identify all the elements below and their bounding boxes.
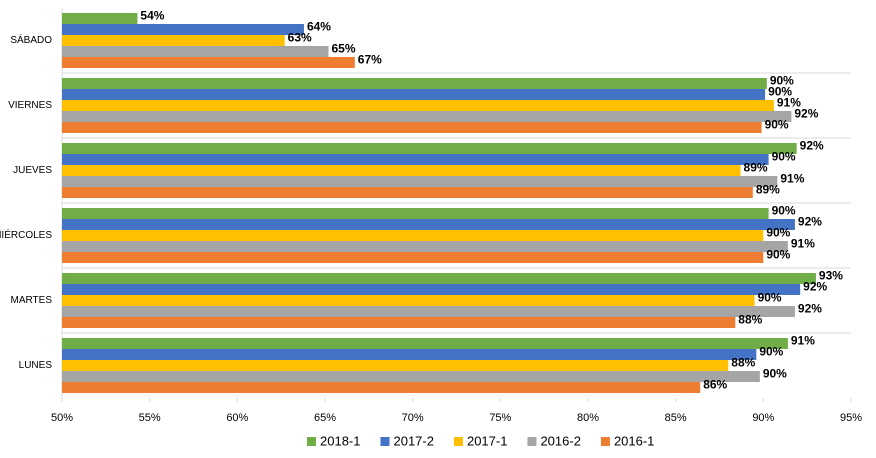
data-label: 63% <box>288 31 312 45</box>
data-label: 91% <box>780 172 804 186</box>
data-label: 67% <box>358 53 382 67</box>
bar <box>62 371 760 382</box>
data-label: 90% <box>768 85 792 99</box>
bar <box>62 187 753 198</box>
bar <box>62 295 755 306</box>
bar <box>62 273 816 284</box>
data-label: 64% <box>307 20 331 34</box>
legend-swatch <box>307 437 316 446</box>
data-label: 90% <box>770 74 794 88</box>
bar <box>62 143 797 154</box>
bar <box>62 306 795 317</box>
x-tick-label: 90% <box>752 412 774 424</box>
bar <box>62 338 788 349</box>
legend-label: 2016-2 <box>540 433 580 448</box>
bar <box>62 35 285 46</box>
x-tick-label: 55% <box>139 412 161 424</box>
x-tick-label: 75% <box>489 412 511 424</box>
data-label: 90% <box>763 367 787 381</box>
data-label: 90% <box>765 118 789 132</box>
bar <box>62 382 701 393</box>
bar <box>62 219 795 230</box>
bar <box>62 176 778 187</box>
x-tick-label: 85% <box>665 412 687 424</box>
bar <box>62 100 774 111</box>
bar <box>62 111 792 122</box>
category-label: JUEVES <box>13 165 52 176</box>
data-label: 93% <box>819 269 843 283</box>
bar <box>62 89 766 100</box>
category-label: SÁBADO <box>10 33 52 46</box>
bar <box>62 46 329 57</box>
bar <box>62 57 355 68</box>
category-label: VIERNES <box>8 100 52 111</box>
bar <box>62 317 736 328</box>
bar <box>62 122 762 133</box>
bar <box>62 208 769 219</box>
category-label: MIÉRCOLES <box>0 228 52 241</box>
data-label: 89% <box>756 183 780 197</box>
data-label: 90% <box>766 248 790 262</box>
bar <box>62 349 757 360</box>
data-label: 90% <box>772 204 796 218</box>
x-tick-label: 95% <box>840 412 862 424</box>
data-label: 92% <box>794 107 818 121</box>
bar <box>62 230 764 241</box>
legend-label: 2017-2 <box>393 433 433 448</box>
x-tick-label: 50% <box>51 412 73 424</box>
data-label: 90% <box>758 291 782 305</box>
legend-label: 2016-1 <box>614 433 654 448</box>
legend-swatch <box>380 437 390 446</box>
legend-swatch <box>453 437 463 446</box>
data-label: 92% <box>803 280 827 294</box>
category-label: MARTES <box>11 295 53 306</box>
x-tick-label: 80% <box>577 412 599 424</box>
bar <box>62 360 729 371</box>
data-label: 88% <box>738 313 762 327</box>
bar <box>62 78 767 89</box>
bar <box>62 165 741 176</box>
bar <box>62 284 801 295</box>
legend-swatch <box>600 437 610 446</box>
bar <box>62 13 138 24</box>
legend-label: 2017-1 <box>467 433 507 448</box>
data-label: 90% <box>766 226 790 240</box>
data-label: 91% <box>791 237 815 251</box>
x-tick-label: 65% <box>314 412 336 424</box>
data-label: 91% <box>791 334 815 348</box>
data-label: 89% <box>744 161 768 175</box>
x-tick-label: 60% <box>226 412 248 424</box>
bar <box>62 241 788 252</box>
data-label: 91% <box>777 96 801 110</box>
legend-label: 2018-1 <box>320 433 360 448</box>
data-label: 54% <box>140 9 164 23</box>
data-label: 92% <box>800 139 824 153</box>
bar <box>62 252 764 263</box>
x-tick-label: 70% <box>402 412 424 424</box>
bar <box>62 24 304 35</box>
bar <box>62 154 769 165</box>
data-label: 90% <box>759 345 783 359</box>
data-label: 92% <box>798 215 822 229</box>
data-label: 88% <box>731 356 755 370</box>
data-label: 65% <box>332 42 356 56</box>
data-label: 86% <box>703 378 727 392</box>
category-label: LUNES <box>19 360 53 371</box>
data-label: 90% <box>772 150 796 164</box>
legend-swatch <box>527 437 537 446</box>
data-label: 92% <box>798 302 822 316</box>
